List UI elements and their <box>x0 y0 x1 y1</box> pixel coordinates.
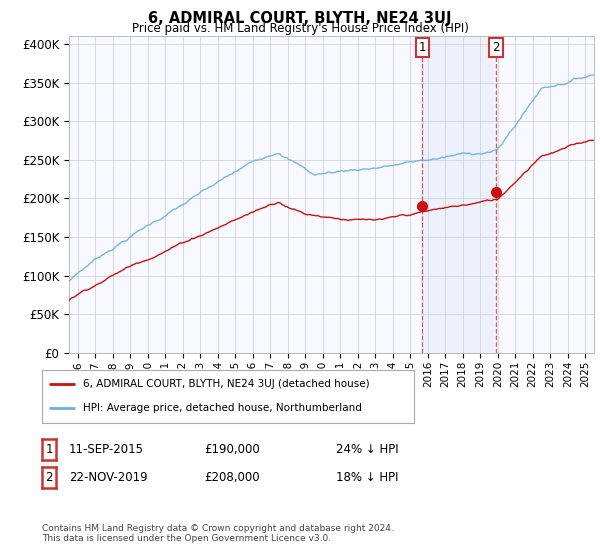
Text: 11-SEP-2015: 11-SEP-2015 <box>69 443 144 456</box>
Text: £208,000: £208,000 <box>204 471 260 484</box>
Text: HPI: Average price, detached house, Northumberland: HPI: Average price, detached house, Nort… <box>83 403 362 413</box>
Text: 24% ↓ HPI: 24% ↓ HPI <box>336 443 398 456</box>
Text: 6, ADMIRAL COURT, BLYTH, NE24 3UJ (detached house): 6, ADMIRAL COURT, BLYTH, NE24 3UJ (detac… <box>83 380 370 390</box>
Text: £190,000: £190,000 <box>204 443 260 456</box>
Text: 18% ↓ HPI: 18% ↓ HPI <box>336 471 398 484</box>
Bar <box>422 36 496 353</box>
Text: 2: 2 <box>492 41 500 54</box>
Text: 1: 1 <box>46 443 53 456</box>
Text: 2: 2 <box>46 471 53 484</box>
Text: Contains HM Land Registry data © Crown copyright and database right 2024.
This d: Contains HM Land Registry data © Crown c… <box>42 524 394 543</box>
Text: 6, ADMIRAL COURT, BLYTH, NE24 3UJ: 6, ADMIRAL COURT, BLYTH, NE24 3UJ <box>148 11 452 26</box>
Text: 1: 1 <box>419 41 426 54</box>
Text: Price paid vs. HM Land Registry's House Price Index (HPI): Price paid vs. HM Land Registry's House … <box>131 22 469 35</box>
Text: 22-NOV-2019: 22-NOV-2019 <box>69 471 148 484</box>
